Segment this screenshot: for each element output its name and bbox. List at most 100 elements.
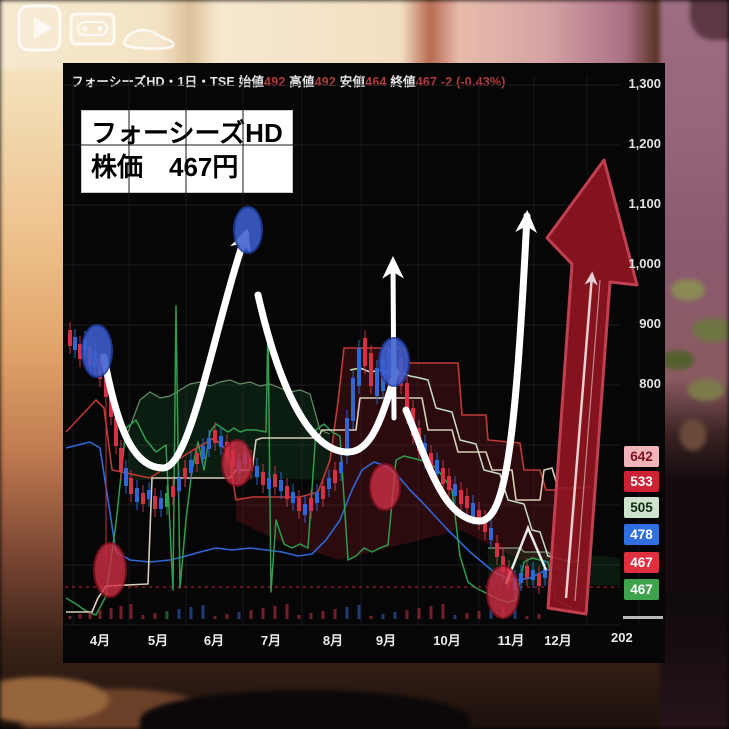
volume-bar — [189, 607, 193, 619]
candle — [441, 468, 445, 484]
volume-bar — [201, 605, 205, 619]
x-axis-month-label: 11月 — [497, 633, 525, 648]
candle — [525, 566, 529, 578]
y-axis-label: 1,300 — [628, 76, 661, 91]
candle — [119, 448, 123, 472]
candle — [435, 460, 439, 474]
volume-bar — [309, 613, 313, 619]
candle — [213, 430, 217, 443]
candle — [195, 453, 199, 464]
stock-chart-panel: フォーシーズHD・1日・TSE 始値492 高値492 安値464 終値467 … — [63, 63, 665, 663]
candle — [369, 353, 373, 386]
volume-bar — [525, 616, 529, 619]
volume-bar — [513, 605, 517, 619]
candle — [189, 460, 193, 473]
candle — [363, 338, 367, 366]
vhs-tape-icon — [69, 12, 116, 46]
candle — [483, 518, 487, 532]
candle — [147, 490, 151, 499]
candle — [109, 393, 113, 417]
candle — [183, 468, 187, 479]
maroon-cloud — [236, 348, 576, 560]
candle — [315, 492, 319, 503]
volume-bar — [213, 616, 217, 619]
blue-peak-circle — [233, 206, 263, 254]
candle — [141, 493, 145, 504]
price-plot — [63, 75, 640, 626]
candle — [465, 496, 469, 508]
volume-bar — [109, 608, 113, 619]
shoe-icon — [122, 28, 175, 50]
candle — [375, 368, 379, 396]
blue-ma-line — [65, 441, 567, 581]
candle — [153, 496, 157, 509]
volume-bar — [141, 615, 145, 619]
volume-bar — [441, 604, 445, 619]
candle — [201, 446, 205, 459]
candle — [177, 478, 181, 491]
stock-price: 株価 467円 — [91, 152, 239, 183]
candle — [279, 480, 283, 491]
window-corner-shadow — [690, 0, 729, 40]
blue-peak-circle — [378, 337, 410, 387]
plant-silhouette — [658, 230, 729, 460]
white-zigzag — [504, 524, 548, 585]
price-badge: 467 — [624, 579, 659, 600]
volume-bar — [357, 605, 361, 619]
candle — [357, 348, 361, 386]
candle — [273, 474, 277, 487]
x-axis-month-label: 6月 — [203, 633, 225, 648]
candle — [135, 488, 139, 502]
red-bottom-circle — [486, 565, 520, 619]
price-badge: 642 — [624, 446, 659, 467]
volume-bar — [453, 615, 457, 619]
watermark-icons — [17, 4, 175, 52]
y-axis-label: 900 — [639, 316, 661, 331]
candle — [501, 556, 505, 572]
volume-bar — [429, 606, 433, 619]
candle — [459, 490, 463, 504]
candle — [327, 478, 331, 489]
candle — [78, 344, 82, 359]
candle — [429, 453, 433, 469]
red-bottom-circle — [369, 463, 401, 511]
volume-bar — [465, 613, 469, 619]
red-bottom-circle — [93, 542, 127, 598]
candle — [129, 478, 133, 494]
candle — [68, 330, 72, 346]
stock-name-code: フォーシーズHD 3726 — [91, 118, 292, 148]
candle — [261, 472, 265, 485]
x-axis-month-label: 202 — [611, 630, 633, 645]
volume-bar — [381, 614, 385, 619]
candle — [471, 503, 475, 517]
volume-bar — [98, 610, 102, 619]
cream-step-line — [66, 397, 584, 613]
candle — [531, 570, 535, 580]
green-volatile-line — [65, 305, 573, 616]
volume-bar — [165, 611, 169, 619]
x-axis-month-label: 10月 — [433, 633, 461, 648]
volume-bar — [405, 610, 409, 619]
candle — [321, 486, 325, 499]
y-axis-label: 1,100 — [628, 196, 661, 211]
candle — [477, 510, 481, 522]
red-bottom-circle — [221, 439, 253, 487]
candle — [165, 493, 169, 507]
candle — [207, 438, 211, 449]
x-axis-month-label: 7月 — [260, 633, 282, 648]
play-icon — [17, 4, 62, 52]
candle — [309, 498, 313, 511]
white-v-arrow-3 — [402, 210, 538, 525]
x-axis-month-label: 5月 — [147, 633, 169, 648]
volume-bar — [78, 614, 82, 619]
volume-bar — [153, 613, 157, 619]
white-v-curve-2 — [254, 291, 400, 456]
red-indicator-line — [65, 347, 592, 501]
candle — [345, 418, 349, 456]
volume-bar — [273, 606, 277, 619]
volume-bar — [297, 615, 301, 619]
candle — [171, 486, 175, 497]
volume-bar — [237, 612, 241, 619]
stock-info-box: フォーシーズHD 3726 株価 467円 — [81, 110, 293, 193]
